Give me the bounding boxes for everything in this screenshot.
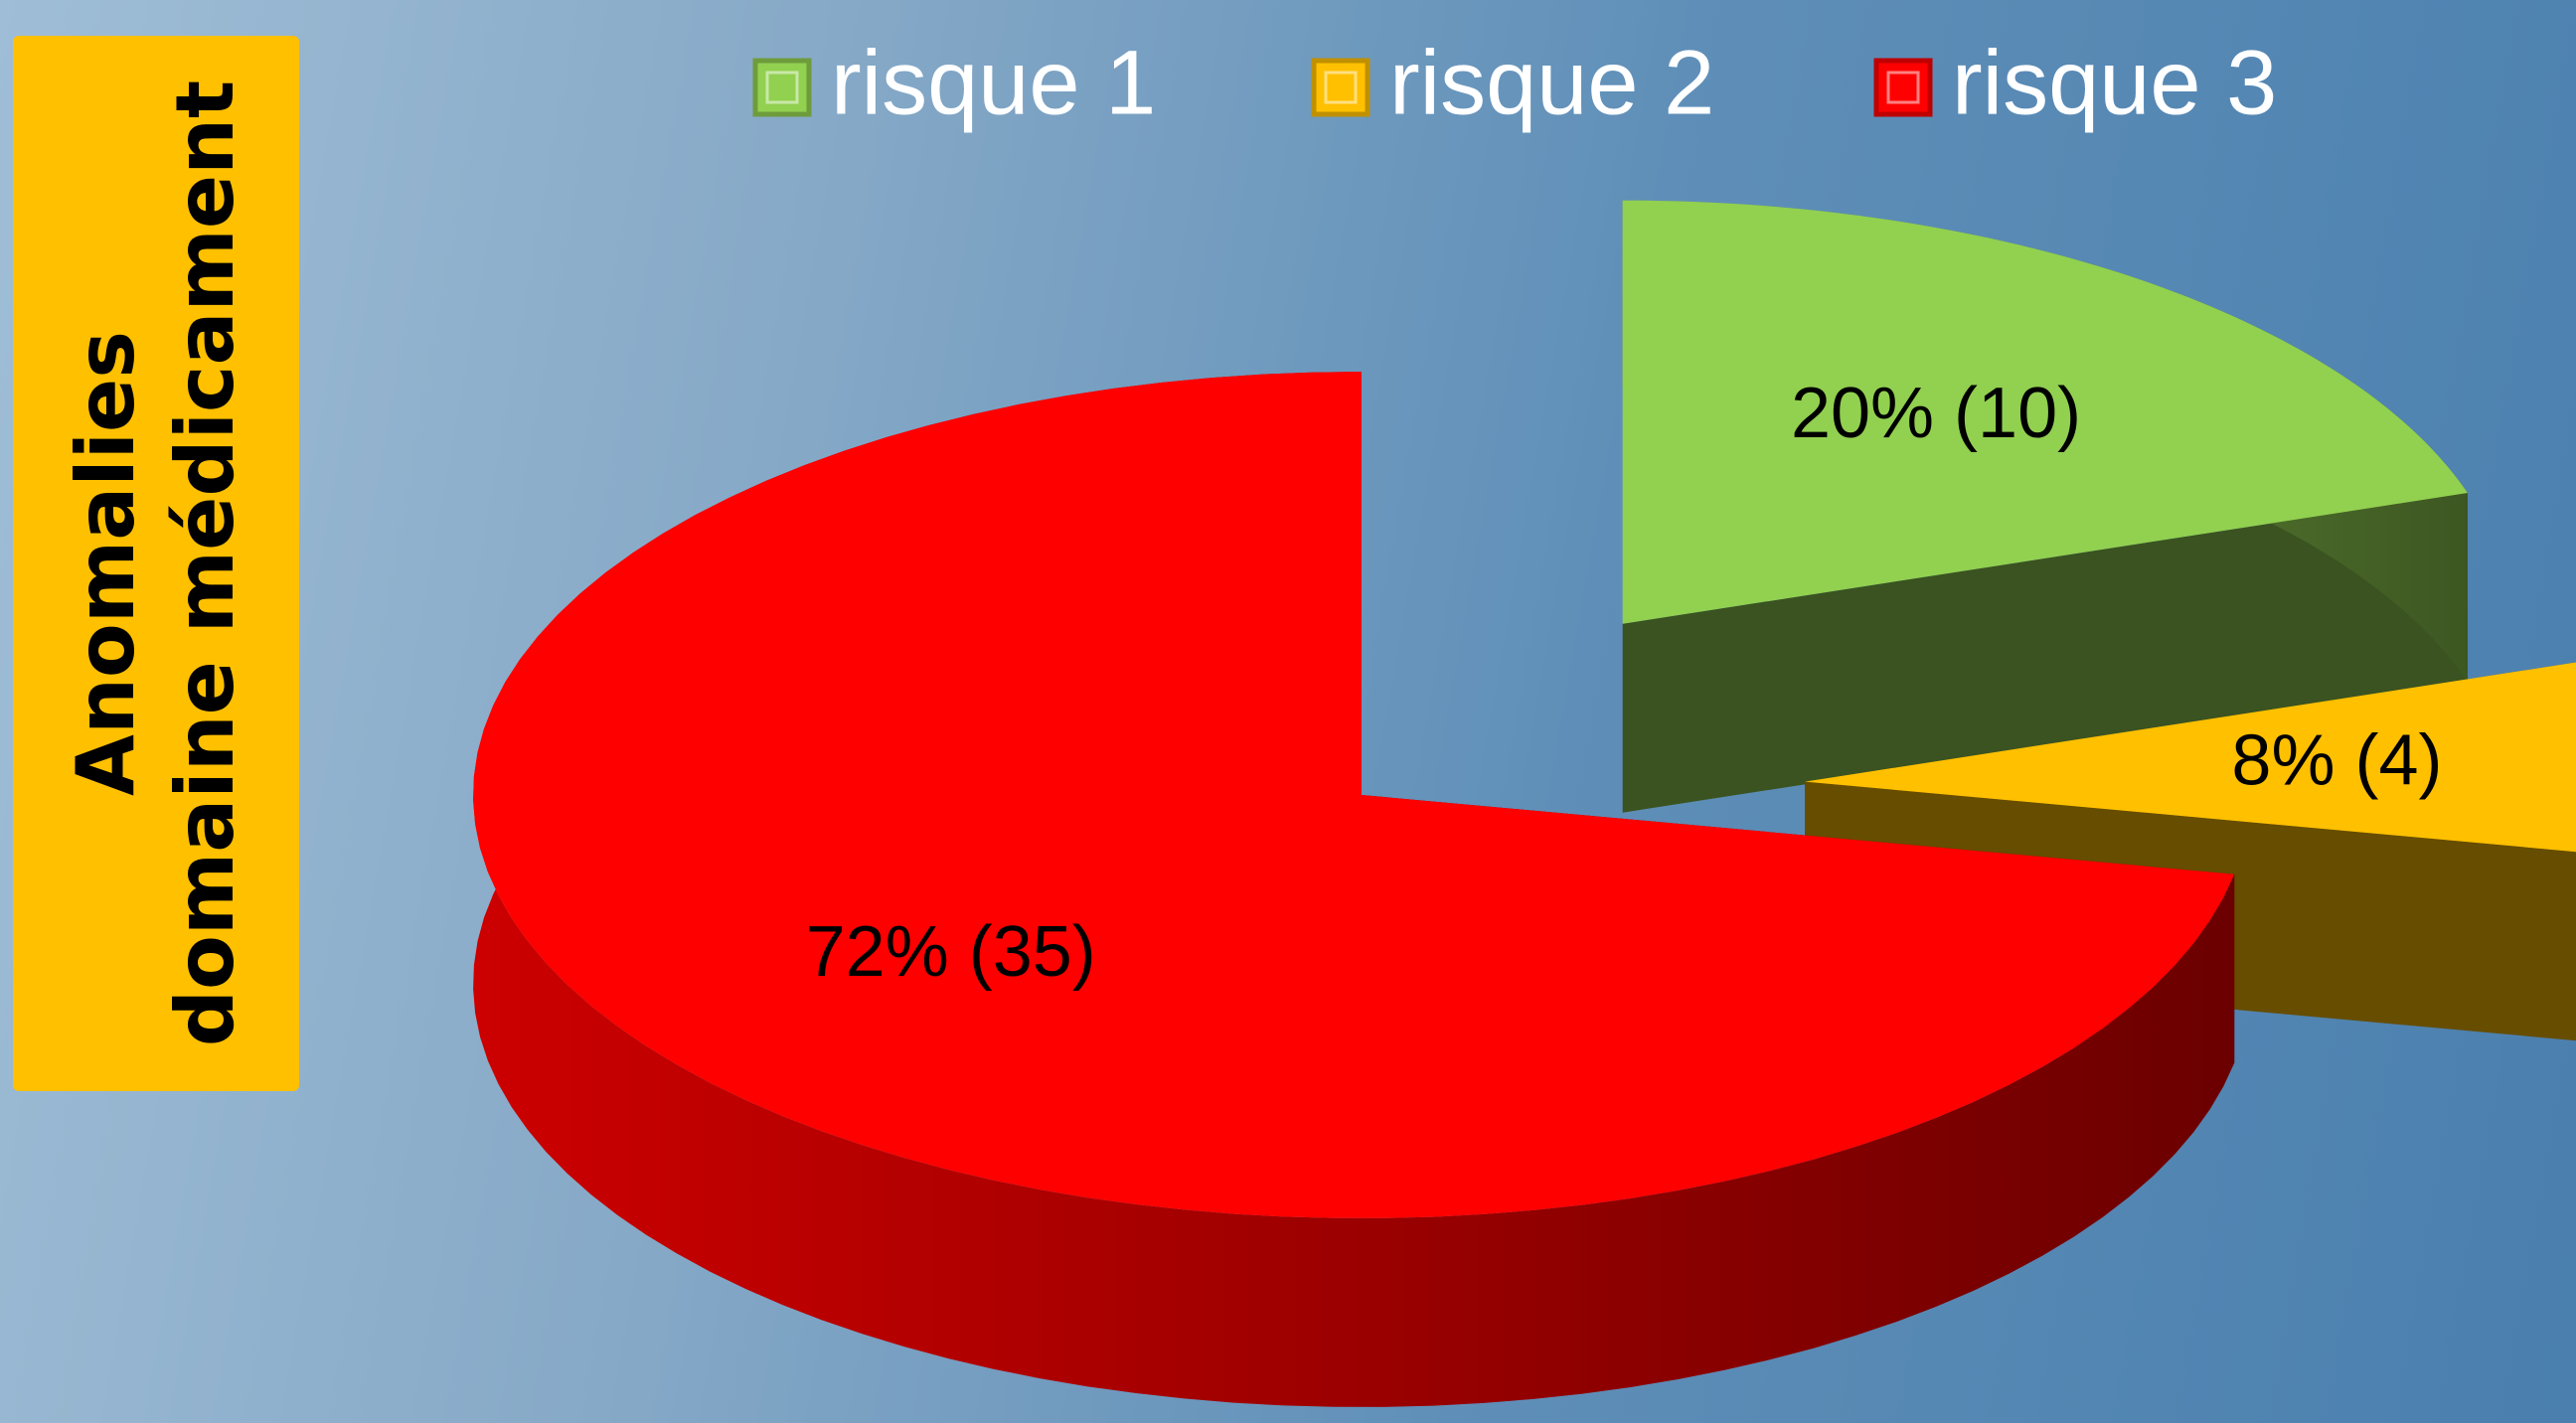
legend-label: risque 2: [1389, 32, 1714, 133]
legend-swatch-highlight: [767, 73, 797, 102]
legend-label: risque 3: [1952, 32, 2277, 133]
legend-swatch-highlight: [1888, 73, 1918, 102]
data-label: 72% (35): [806, 912, 1096, 992]
data-label: 20% (10): [1791, 374, 2081, 453]
page: {"chart_data": {"type": "pie", "title": …: [0, 0, 2576, 1423]
data-label: 8% (4): [2231, 721, 2442, 801]
legend-swatch-highlight: [1326, 73, 1356, 102]
legend-label: risque 1: [831, 32, 1156, 133]
chart: risque 1 risque 2 risque 3 20% (10) 8% (4) 72…: [0, 0, 2576, 1423]
